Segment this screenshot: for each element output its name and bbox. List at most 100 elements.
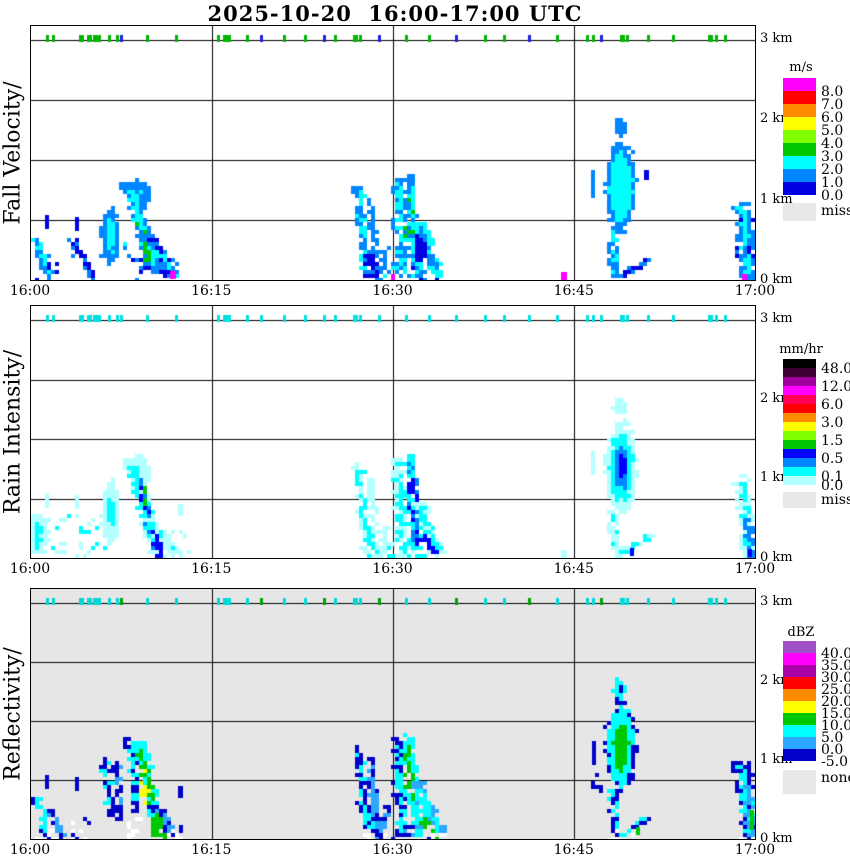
legend-band xyxy=(783,449,816,458)
legend-band-label: 0.0 xyxy=(821,188,844,204)
legend-band xyxy=(783,359,816,368)
time-label: 16:15 xyxy=(191,283,232,299)
legend-band xyxy=(783,653,816,665)
legend-band xyxy=(783,641,816,653)
legend-band-label: 1.0 xyxy=(821,175,844,191)
legend-miss-swatch xyxy=(783,203,816,221)
legend-miss-swatch xyxy=(783,770,816,794)
legend-band-label: 5.0 xyxy=(821,123,844,139)
legend-title-fall-velocity: m/s xyxy=(789,60,813,75)
legend-band-label: -5.0 xyxy=(821,754,848,770)
legend-band xyxy=(783,404,816,413)
legend-band-label: 6.0 xyxy=(821,397,844,413)
legend-miss-swatch xyxy=(783,492,816,508)
legend-band-label: 0.0 xyxy=(821,742,844,758)
legend-band xyxy=(783,377,816,386)
legend-band xyxy=(783,701,816,713)
time-label: 17:00 xyxy=(734,283,776,299)
legend-band-label: 7.0 xyxy=(821,97,844,113)
legend-band xyxy=(783,156,816,169)
legend-band-label: 0.5 xyxy=(821,451,844,467)
legend-band xyxy=(783,677,816,689)
legend-band-label: 40.0 xyxy=(821,646,850,662)
time-label: 16:45 xyxy=(553,842,594,858)
time-label: 16:15 xyxy=(191,842,232,858)
legend-band xyxy=(783,169,816,182)
height-label: 0 km xyxy=(760,831,793,846)
legend-band-label: 20.0 xyxy=(821,694,850,710)
legend-band xyxy=(783,91,816,104)
time-label: 16:45 xyxy=(553,561,594,577)
legend-band xyxy=(783,665,816,677)
legend-band xyxy=(783,713,816,725)
legend-band xyxy=(783,422,816,431)
legend-title-rain-intensity: mm/hr xyxy=(779,342,823,357)
legend-band xyxy=(783,476,816,485)
time-label: 16:00 xyxy=(9,283,51,299)
legend-band-label: 1.5 xyxy=(821,433,844,449)
legend-band xyxy=(783,368,816,377)
legend-band xyxy=(783,104,816,117)
chart-title: 2025-10-20 16:00-17:00 UTC xyxy=(207,1,583,26)
plot-area-reflectivity xyxy=(30,588,756,840)
legend-miss-label: miss xyxy=(821,203,850,219)
legend-miss-label: miss xyxy=(821,492,850,508)
plot-area-fall-velocity xyxy=(30,25,756,281)
time-label: 16:15 xyxy=(191,561,232,577)
height-label: 3 km xyxy=(760,594,793,609)
legend-band-label: 3.0 xyxy=(821,415,844,431)
legend-band xyxy=(783,431,816,440)
legend-band xyxy=(783,467,816,476)
legend-band xyxy=(783,143,816,156)
time-label: 16:30 xyxy=(372,561,413,577)
legend-miss-label: none xyxy=(821,770,850,786)
legend-band xyxy=(783,395,816,404)
legend-band xyxy=(783,413,816,422)
plot-area-rain-intensity xyxy=(30,305,756,559)
time-label: 16:30 xyxy=(372,283,413,299)
legend-band-label: 0.0 xyxy=(821,478,844,494)
legend-band xyxy=(783,689,816,701)
height-label: 0 km xyxy=(760,272,793,287)
legend-band xyxy=(783,117,816,130)
legend-band-label: 15.0 xyxy=(821,706,850,722)
time-label: 16:00 xyxy=(9,561,51,577)
legend-band xyxy=(783,749,816,761)
echo-canvas-reflectivity xyxy=(31,589,755,839)
legend-band xyxy=(783,440,816,449)
echo-canvas-fall-velocity xyxy=(31,26,755,280)
legend-band xyxy=(783,725,816,737)
legend-band-label: 25.0 xyxy=(821,682,850,698)
legend-band-label: 35.0 xyxy=(821,658,850,674)
legend-band xyxy=(783,130,816,143)
legend-band xyxy=(783,78,816,91)
legend-band xyxy=(783,182,816,195)
legend-band-label: 5.0 xyxy=(821,730,844,746)
height-label: 3 km xyxy=(760,311,793,326)
echo-canvas-rain-intensity xyxy=(31,306,755,558)
legend-band-label: 2.0 xyxy=(821,162,844,178)
height-label: 0 km xyxy=(760,550,793,565)
legend-band-label: 0.1 xyxy=(821,469,844,485)
legend-band xyxy=(783,737,816,749)
legend-band-label: 8.0 xyxy=(821,84,844,100)
ylabel-reflectivity: Reflectivity/ xyxy=(0,646,26,781)
time-label: 17:00 xyxy=(734,842,776,858)
legend-band-label: 30.0 xyxy=(821,670,850,686)
legend-title-reflectivity: dBZ xyxy=(787,625,815,640)
time-label: 16:30 xyxy=(372,842,413,858)
ylabel-fall-velocity: Fall Velocity/ xyxy=(0,80,26,225)
ylabel-rain-intensity: Rain Intensity/ xyxy=(0,349,26,514)
legend-band-label: 3.0 xyxy=(821,149,844,165)
legend-band-label: 6.0 xyxy=(821,110,844,126)
legend-band-label: 4.0 xyxy=(821,136,844,152)
legend-band-label: 48.0 xyxy=(821,361,850,377)
time-label: 16:45 xyxy=(553,283,594,299)
legend-band xyxy=(783,386,816,395)
legend-band xyxy=(783,458,816,467)
legend-band-label: 12.0 xyxy=(821,379,850,395)
time-label: 16:00 xyxy=(9,842,51,858)
time-label: 17:00 xyxy=(734,561,776,577)
height-label: 3 km xyxy=(760,31,793,46)
